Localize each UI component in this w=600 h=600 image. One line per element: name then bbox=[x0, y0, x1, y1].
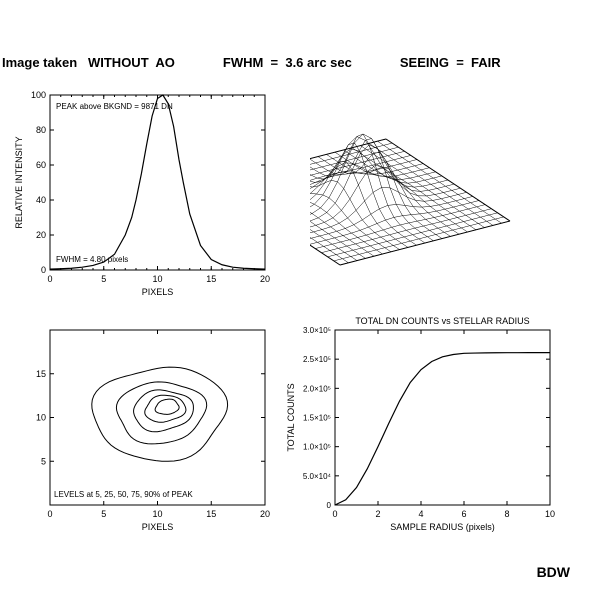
svg-text:6: 6 bbox=[461, 509, 466, 519]
svg-text:5: 5 bbox=[101, 509, 106, 519]
svg-text:0: 0 bbox=[327, 501, 332, 510]
svg-text:TOTAL COUNTS: TOTAL COUNTS bbox=[286, 383, 296, 451]
svg-text:10: 10 bbox=[152, 274, 162, 284]
panel-contour: 0 5 10 15 20 5 10 15 LEVELS at 5, 25, 50, 75, 90… bbox=[10, 325, 295, 540]
svg-text:2.5×10⁵: 2.5×10⁵ bbox=[303, 355, 331, 364]
panel-profile: 0 5 10 15 20 0 20 40 60 80 100 PIXELS RELATIVE INTEN… bbox=[10, 90, 295, 305]
svg-text:TOTAL DN COUNTS vs STELLAR RAD: TOTAL DN COUNTS vs STELLAR RADIUS bbox=[355, 316, 529, 326]
svg-text:2: 2 bbox=[375, 509, 380, 519]
svg-text:0: 0 bbox=[47, 509, 52, 519]
svg-text:5.0×10⁴: 5.0×10⁴ bbox=[303, 472, 332, 481]
svg-text:0: 0 bbox=[47, 274, 52, 284]
svg-text:40: 40 bbox=[36, 195, 46, 205]
svg-text:0: 0 bbox=[332, 509, 337, 519]
hdr3: SEEING = FAIR bbox=[400, 55, 501, 70]
svg-text:10: 10 bbox=[36, 413, 46, 423]
svg-text:80: 80 bbox=[36, 125, 46, 135]
svg-text:60: 60 bbox=[36, 160, 46, 170]
svg-text:SAMPLE RADIUS (pixels): SAMPLE RADIUS (pixels) bbox=[390, 522, 495, 532]
svg-text:10: 10 bbox=[545, 509, 555, 519]
svg-text:15: 15 bbox=[206, 274, 216, 284]
svg-text:PIXELS: PIXELS bbox=[142, 522, 174, 532]
svg-text:5: 5 bbox=[41, 456, 46, 466]
svg-text:LEVELS at 5, 25, 50, 75, 90% o: LEVELS at 5, 25, 50, 75, 90% of PEAK bbox=[54, 490, 193, 499]
svg-text:8: 8 bbox=[504, 509, 509, 519]
svg-text:20: 20 bbox=[36, 230, 46, 240]
svg-text:10: 10 bbox=[152, 509, 162, 519]
svg-text:15: 15 bbox=[36, 369, 46, 379]
svg-text:RELATIVE INTENSITY: RELATIVE INTENSITY bbox=[14, 136, 24, 228]
svg-text:PIXELS: PIXELS bbox=[142, 287, 174, 297]
svg-text:3.0×10⁵: 3.0×10⁵ bbox=[303, 326, 331, 335]
footer-credit: BDW bbox=[537, 564, 570, 580]
svg-text:0: 0 bbox=[41, 265, 46, 275]
svg-text:1.5×10⁵: 1.5×10⁵ bbox=[303, 414, 331, 423]
svg-text:20: 20 bbox=[260, 509, 270, 519]
svg-text:20: 20 bbox=[260, 274, 270, 284]
svg-text:2.0×10⁵: 2.0×10⁵ bbox=[303, 384, 331, 393]
svg-text:15: 15 bbox=[206, 509, 216, 519]
hdr1: Image taken WITHOUT AO bbox=[2, 55, 175, 70]
panel-growth: 0 2 4 6 8 10 0 5.0×10⁴ 1.0×10⁵ 1.5×10⁵ 2.0×10⁵ 2.5×… bbox=[280, 312, 585, 537]
hdr2: FWHM = 3.6 arc sec bbox=[223, 55, 352, 70]
svg-text:4: 4 bbox=[418, 509, 423, 519]
svg-text:1.0×10⁵: 1.0×10⁵ bbox=[303, 443, 331, 452]
svg-text:PEAK above BKGND = 9871 DN: PEAK above BKGND = 9871 DN bbox=[56, 102, 173, 111]
header-line: Image taken WITHOUT AO FWHM = 3.6 arc se… bbox=[0, 55, 600, 70]
svg-text:FWHM = 4.80 pixels: FWHM = 4.80 pixels bbox=[56, 255, 128, 264]
svg-text:100: 100 bbox=[31, 90, 46, 100]
panel-3d-surface bbox=[310, 95, 580, 310]
svg-text:5: 5 bbox=[101, 274, 106, 284]
